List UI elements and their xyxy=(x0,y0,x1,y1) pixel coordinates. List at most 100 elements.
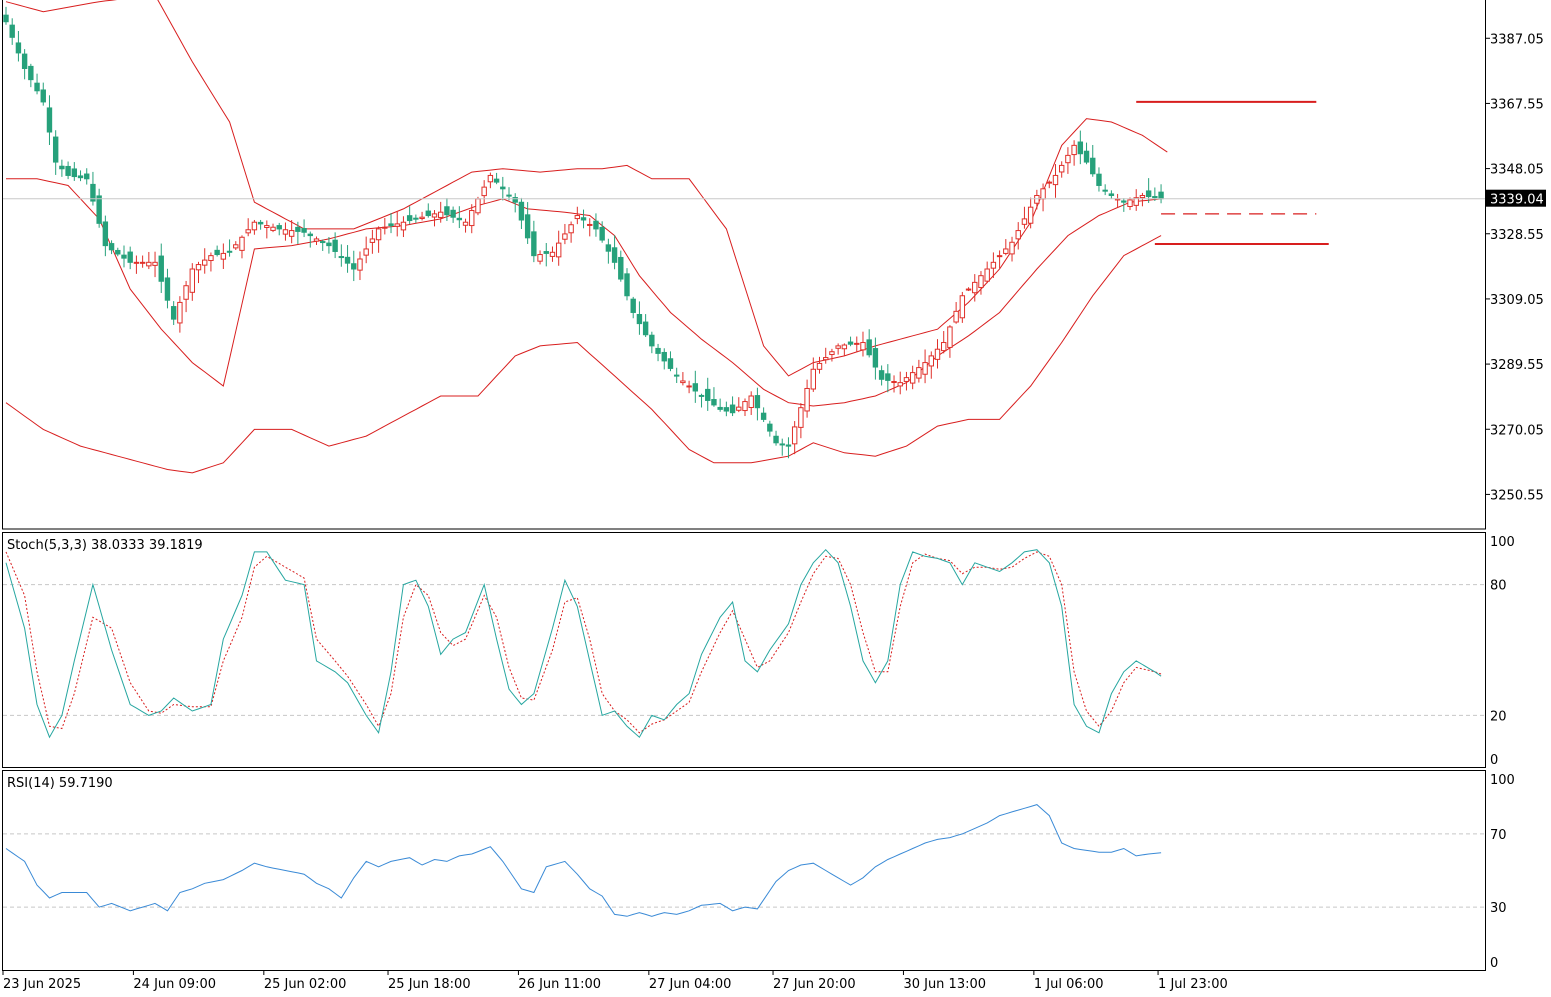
candle-body xyxy=(382,226,388,229)
candle-body xyxy=(226,250,233,253)
candle-body xyxy=(872,348,879,368)
candle-body xyxy=(52,136,59,163)
candle-body xyxy=(1015,230,1021,240)
candle-body xyxy=(419,216,425,220)
candle-body xyxy=(760,412,767,420)
candle-body xyxy=(357,258,363,271)
bollinger-lower-line xyxy=(5,235,1162,474)
candle-body xyxy=(214,249,220,256)
candle-body xyxy=(773,435,779,444)
candle-body xyxy=(1009,241,1015,255)
candle-body xyxy=(673,374,680,377)
price-axis: 3387.05 3367.55 3348.05 3328.55 3309.05 3289.… xyxy=(1485,32,1544,503)
time-tick-label: 25 Jun 18:00 xyxy=(388,977,471,992)
candle-body xyxy=(493,178,500,183)
candle-body xyxy=(28,65,34,81)
candle-body xyxy=(767,423,773,432)
candle-body xyxy=(791,426,798,445)
candle-body xyxy=(462,221,469,226)
candle-body xyxy=(239,236,245,251)
time-tick-label: 26 Jun 11:00 xyxy=(518,977,601,992)
candle-body xyxy=(65,165,71,176)
candle-body xyxy=(189,268,196,293)
candle-body xyxy=(549,251,556,257)
candle-body xyxy=(928,355,934,367)
candle-body xyxy=(1083,150,1090,163)
candle-body xyxy=(1040,188,1046,200)
candle-body xyxy=(1090,157,1096,175)
candle-body xyxy=(375,228,382,241)
time-tick-label: 1 Jul 23:00 xyxy=(1158,977,1228,992)
candle-body xyxy=(909,372,916,384)
candle-body xyxy=(96,195,102,224)
candle-body xyxy=(779,443,785,446)
candle-body xyxy=(108,243,115,251)
stoch-tick-label: 20 xyxy=(1490,709,1507,724)
candle-body xyxy=(152,261,158,266)
candle-body xyxy=(593,220,599,230)
candle-body xyxy=(972,281,978,294)
candle-body xyxy=(891,381,897,384)
time-tick-label: 27 Jun 20:00 xyxy=(773,977,856,992)
candle-body xyxy=(941,342,947,352)
candle-body xyxy=(276,225,282,230)
candle-body xyxy=(947,326,953,348)
candle-body xyxy=(139,261,146,264)
candle-body xyxy=(257,221,264,225)
candle-body xyxy=(841,344,848,350)
candle-body xyxy=(636,314,643,325)
candle-body xyxy=(506,194,512,197)
candle-body xyxy=(245,229,251,234)
candle-body xyxy=(587,223,593,226)
price-tick-label: 3387.05 xyxy=(1490,32,1544,47)
candle-body xyxy=(934,348,941,360)
candle-body xyxy=(854,342,860,345)
candle-body xyxy=(40,89,46,103)
candle-body xyxy=(574,215,581,220)
candle-body xyxy=(1127,199,1133,207)
candle-body xyxy=(208,255,214,262)
candle-body xyxy=(1108,193,1115,196)
rsi-indicator-label: RSI(14) 59.7190 xyxy=(7,776,113,791)
bollinger-upper-line xyxy=(5,0,1168,377)
price-tick-label: 3328.55 xyxy=(1490,228,1544,243)
candle-body xyxy=(729,404,736,414)
candle-body xyxy=(413,217,419,220)
rsi-axis: 100 70 30 0 xyxy=(1490,773,1515,971)
candle-body xyxy=(823,357,829,361)
candle-body xyxy=(469,210,475,227)
candle-body xyxy=(481,186,487,197)
candle-body xyxy=(438,211,444,218)
candle-body xyxy=(748,395,754,408)
candle-body xyxy=(1059,164,1065,173)
candle-body xyxy=(444,206,450,216)
candle-body xyxy=(388,223,394,227)
candle-body xyxy=(121,254,127,259)
candle-body xyxy=(282,229,289,235)
candle-body xyxy=(1096,173,1102,186)
candle-body xyxy=(512,197,518,203)
candle-body xyxy=(518,201,525,221)
candle-body xyxy=(450,209,456,218)
candle-body xyxy=(288,230,295,237)
candle-body xyxy=(251,221,258,231)
candle-body xyxy=(885,373,891,381)
candle-body xyxy=(233,244,239,249)
time-tick-label: 30 Jun 13:00 xyxy=(903,977,986,992)
candle-body xyxy=(798,407,804,428)
candle-body xyxy=(1152,196,1158,199)
candle-body xyxy=(599,226,605,241)
stoch-tick-label: 100 xyxy=(1490,535,1515,550)
stoch-tick-label: 80 xyxy=(1490,579,1507,594)
candle-body xyxy=(804,387,810,412)
candle-body xyxy=(642,321,649,336)
candle-body xyxy=(195,264,202,271)
candle-body xyxy=(500,186,506,190)
candle-body xyxy=(320,241,326,244)
candle-body xyxy=(1034,194,1040,204)
candle-body xyxy=(332,239,338,252)
candle-body xyxy=(164,277,171,301)
time-tick-label: 27 Jun 04:00 xyxy=(649,977,732,992)
candle-body xyxy=(1052,174,1059,186)
candle-body xyxy=(1121,200,1127,203)
